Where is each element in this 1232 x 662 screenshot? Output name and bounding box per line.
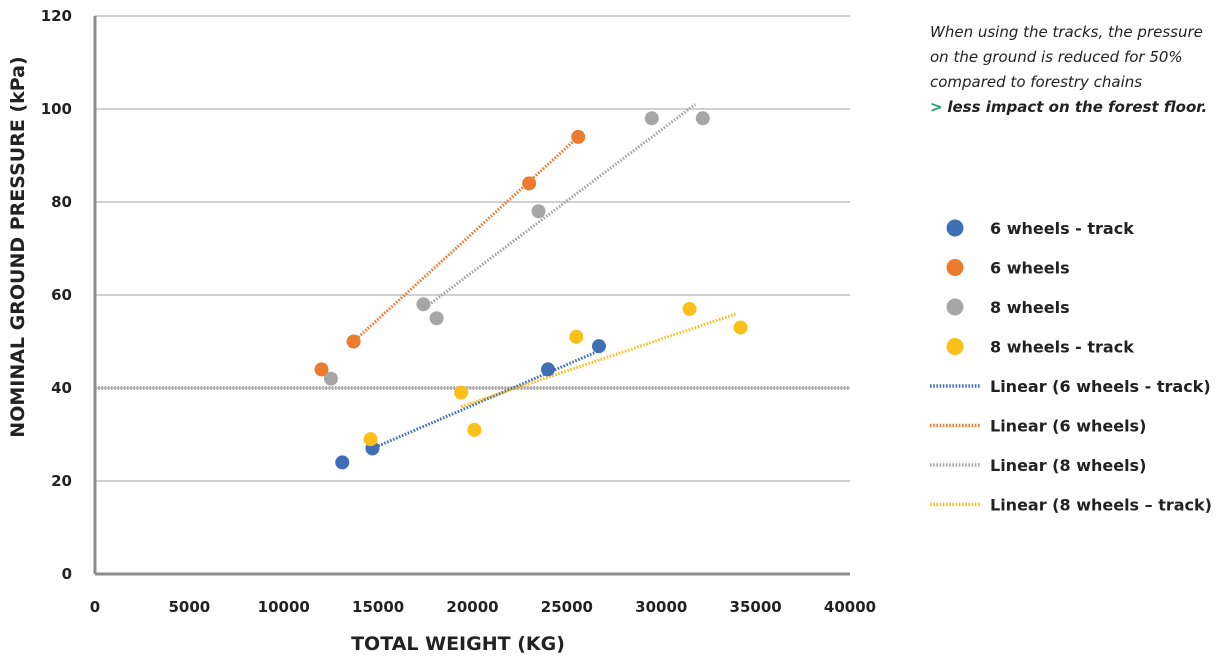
legend-marker-1 bbox=[946, 219, 964, 237]
point-series-3 bbox=[695, 111, 710, 126]
trendline-3 bbox=[422, 103, 697, 311]
y-tick-label: 100 bbox=[41, 100, 72, 118]
trendline-1 bbox=[371, 349, 600, 450]
y-axis-title: NOMINAL GROUND PRESSURE (kPa) bbox=[7, 56, 29, 437]
annotation-line-2: on the ground is reduced for 50% bbox=[930, 48, 1183, 66]
point-series-3 bbox=[644, 111, 659, 126]
data-points bbox=[314, 111, 748, 470]
x-tick-label: 40000 bbox=[824, 598, 876, 616]
legend-marker-3 bbox=[946, 298, 964, 316]
legend-trend-label-4: Linear (8 wheels – track) bbox=[990, 496, 1212, 515]
legend-marker-4 bbox=[946, 338, 964, 355]
legend-trend-label-2: Linear (6 wheels) bbox=[990, 417, 1146, 436]
x-tick-label: 30000 bbox=[635, 598, 687, 616]
point-series-4 bbox=[454, 385, 469, 400]
point-series-1 bbox=[591, 339, 606, 354]
x-tick-label: 15000 bbox=[352, 598, 404, 616]
x-tick-label: 0 bbox=[90, 598, 100, 616]
annotation-conclusion: > less impact on the forest floor. bbox=[930, 95, 1232, 120]
trendlines bbox=[352, 103, 738, 450]
point-series-3 bbox=[429, 311, 444, 326]
point-series-2 bbox=[346, 334, 361, 349]
x-tick-label: 35000 bbox=[730, 598, 782, 616]
annotation-arrow: > bbox=[930, 98, 943, 116]
legend: 6 wheels - track 6 wheels 8 wheels 8 wheels… bbox=[930, 219, 1212, 515]
y-tick-label: 20 bbox=[51, 472, 72, 490]
point-series-2 bbox=[314, 362, 329, 377]
legend-trend-label-3: Linear (8 wheels) bbox=[990, 456, 1146, 475]
point-series-4 bbox=[733, 320, 748, 335]
legend-marker-2 bbox=[946, 259, 964, 276]
point-series-2 bbox=[522, 176, 537, 191]
x-axis-title: TOTAL WEIGHT (KG) bbox=[351, 633, 565, 655]
x-tick-label: 25000 bbox=[541, 598, 593, 616]
trendline-2 bbox=[352, 135, 580, 343]
y-tick-label: 120 bbox=[41, 7, 72, 25]
y-tick-label: 60 bbox=[51, 286, 72, 304]
annotation-note: When using the tracks, the pressure on t… bbox=[930, 20, 1232, 120]
annotation-line-3: compared to forestry chains bbox=[930, 73, 1143, 91]
x-tick-label: 5000 bbox=[169, 598, 211, 616]
point-series-3 bbox=[531, 204, 546, 219]
annotation-highlight: less impact on the forest floor. bbox=[947, 98, 1208, 116]
point-series-1 bbox=[335, 455, 350, 470]
point-series-3 bbox=[416, 297, 431, 312]
point-series-2 bbox=[571, 129, 586, 144]
point-series-4 bbox=[363, 432, 378, 447]
legend-label-2: 6 wheels bbox=[990, 259, 1070, 278]
y-tick-label: 0 bbox=[62, 565, 72, 583]
point-series-4 bbox=[569, 329, 584, 344]
point-series-3 bbox=[323, 371, 338, 386]
legend-label-1: 6 wheels - track bbox=[990, 219, 1134, 238]
y-tick-label: 80 bbox=[51, 193, 72, 211]
trendline-4 bbox=[460, 312, 738, 409]
x-tick-label: 20000 bbox=[446, 598, 498, 616]
tick-labels: 0 5000 10000 15000 20000 25000 30000 35000 40000… bbox=[41, 7, 876, 616]
y-tick-label: 40 bbox=[51, 379, 72, 397]
legend-label-4: 8 wheels - track bbox=[990, 338, 1134, 357]
point-series-1 bbox=[541, 362, 555, 377]
legend-trend-label-1: Linear (6 wheels - track) bbox=[990, 377, 1211, 396]
annotation-line-1: When using the tracks, the pressure bbox=[930, 23, 1203, 41]
point-series-4 bbox=[467, 422, 482, 437]
legend-label-3: 8 wheels bbox=[990, 298, 1070, 317]
point-series-4 bbox=[682, 301, 697, 316]
x-tick-label: 10000 bbox=[258, 598, 310, 616]
axes bbox=[93, 16, 850, 576]
grid bbox=[95, 15, 850, 482]
